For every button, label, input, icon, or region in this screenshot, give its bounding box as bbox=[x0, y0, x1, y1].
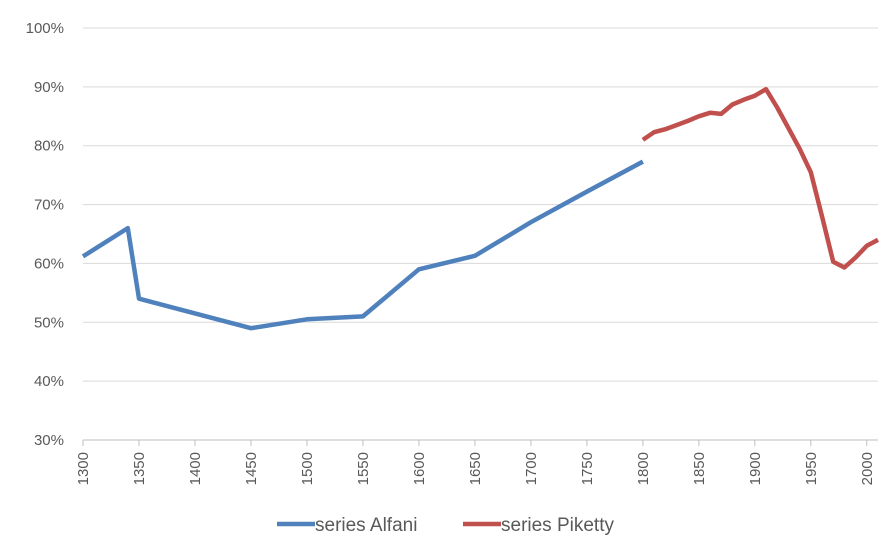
x-tick-label: 1900 bbox=[747, 452, 764, 485]
legend-label: series Alfani bbox=[315, 515, 417, 536]
y-tick-label: 70% bbox=[34, 197, 64, 214]
y-tick-label: 100% bbox=[26, 20, 64, 37]
y-tick-label: 50% bbox=[34, 314, 64, 331]
x-tick-label: 1700 bbox=[523, 452, 540, 485]
series-lines bbox=[81, 86, 880, 331]
y-tick-label: 60% bbox=[34, 255, 64, 272]
x-tick-label: 1400 bbox=[187, 452, 204, 485]
legend-label: series Piketty bbox=[501, 515, 614, 536]
x-tick-label: 1550 bbox=[355, 452, 372, 485]
gridlines bbox=[83, 27, 878, 382]
x-tick-label: 1350 bbox=[131, 452, 148, 485]
x-tick-label: 1300 bbox=[75, 452, 92, 485]
y-tick-label: 40% bbox=[34, 373, 64, 390]
x-tick-label: 1850 bbox=[691, 452, 708, 485]
x-tick-label: 1500 bbox=[299, 452, 316, 485]
axes: 30% 40% 50% 60% 70% 80% 90% 100% 1300 1350 1400 145… bbox=[26, 20, 878, 485]
y-tick-label: 30% bbox=[34, 432, 64, 449]
x-tick-label: 1950 bbox=[803, 452, 820, 485]
series-line-alfani bbox=[81, 159, 644, 331]
x-tick-label: 1750 bbox=[579, 452, 596, 485]
y-tick-label: 90% bbox=[34, 79, 64, 96]
x-tick-label: 1800 bbox=[635, 452, 652, 485]
legend: series Alfani series Piketty bbox=[277, 515, 614, 536]
series-line-piketty bbox=[641, 86, 880, 270]
y-tick-label: 80% bbox=[34, 138, 64, 155]
x-tick-label: 1450 bbox=[243, 452, 260, 485]
x-tick-label: 1650 bbox=[467, 452, 484, 485]
x-tick-label: 2000 bbox=[859, 452, 876, 485]
x-tick-label: 1600 bbox=[411, 452, 428, 485]
